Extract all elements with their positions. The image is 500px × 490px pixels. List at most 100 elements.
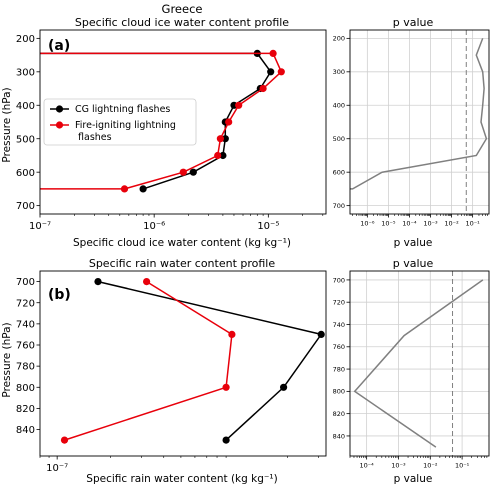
legend-fire-marker	[55, 121, 64, 129]
x-tick-label: 10⁻⁶	[143, 221, 165, 232]
x-tick-label: 10⁻⁶	[360, 220, 375, 228]
data-point	[94, 278, 102, 286]
data-point	[269, 49, 277, 58]
legend-cg-marker	[55, 105, 64, 113]
ice-profile-ylabel: Pressure (hPa)	[1, 87, 13, 162]
y-tick-label: 760	[333, 343, 345, 351]
data-point	[214, 151, 222, 160]
x-tick-label: 10⁻³	[391, 462, 406, 470]
figure-title: Greece	[162, 2, 203, 16]
data-point	[280, 383, 288, 391]
y-tick-label: 300	[16, 67, 35, 78]
rain-profile-plot: 10⁻⁷ 700 720 740 760 780 800 820 840	[16, 270, 327, 474]
y-tick-label: 740	[16, 319, 35, 330]
data-point	[222, 436, 230, 444]
rain-profile-xlabel: Specific rain water content (kg kg⁻¹)	[86, 473, 277, 485]
data-point	[139, 185, 147, 193]
y-tick-label: 400	[16, 101, 35, 112]
x-tick-label: 10⁻⁷	[29, 221, 51, 232]
ice-profile-xlabel: Specific cloud ice water content (kg kg⁻…	[73, 237, 291, 249]
series-line-0	[40, 52, 272, 190]
y-tick-label: 500	[16, 134, 35, 145]
x-tick-label: 10⁻¹	[455, 462, 470, 470]
axes-frame	[39, 29, 327, 215]
y-tick-label: 800	[16, 383, 35, 394]
data-point	[60, 436, 69, 444]
ice-profile-title: Specific cloud ice water content profile	[75, 16, 289, 29]
data-point	[216, 135, 224, 143]
y-tick-label: 200	[16, 34, 35, 45]
x-tick-label: 10⁻⁵	[257, 221, 279, 232]
y-tick-label: 700	[16, 201, 35, 212]
series-line-0	[350, 38, 488, 190]
series-line-0	[353, 279, 484, 448]
y-tick-label: 700	[333, 202, 345, 210]
data-point	[120, 185, 129, 193]
y-tick-label: 820	[16, 404, 35, 415]
x-tick-label: 10⁻⁴	[359, 462, 374, 470]
data-point	[228, 330, 236, 338]
rain-pvalue-panel: p value 10⁻⁴ 10⁻³ 10⁻² 10⁻¹ 700 720 740 760 780 8…	[333, 257, 490, 485]
data-point	[259, 84, 267, 93]
x-tick-label: 10⁻²	[423, 462, 438, 470]
y-tick-label: 720	[16, 298, 35, 309]
x-tick-label: 10⁻²	[444, 220, 459, 228]
rain-profile-ylabel: Pressure (hPa)	[1, 322, 13, 397]
rain-pvalue-title: p value	[393, 257, 434, 270]
legend-fire-label: Fire-igniting lightning flashes	[75, 120, 176, 143]
ice-profile-legend: CG lightning flashes Fire-igniting light…	[43, 98, 197, 146]
x-tick-label: 10⁻⁴	[402, 220, 417, 228]
axes-frame	[349, 29, 490, 215]
ice-profile-panel: Specific cloud ice water content profile…	[1, 16, 327, 249]
y-tick-label: 780	[333, 365, 345, 373]
data-point	[267, 68, 275, 76]
y-tick-label: 700	[333, 276, 345, 284]
y-tick-label: 740	[333, 321, 345, 329]
data-point	[225, 118, 233, 126]
y-tick-label: 700	[16, 277, 35, 288]
y-tick-label: 760	[16, 341, 35, 352]
data-point	[143, 278, 151, 286]
y-tick-label: 800	[333, 388, 345, 396]
x-tick-label: 10⁻⁷	[46, 463, 68, 474]
series-line-0	[97, 280, 323, 441]
rain-pvalue-plot: 10⁻⁴ 10⁻³ 10⁻² 10⁻¹ 700 720 740 760 780 800 820 840	[333, 270, 490, 470]
axes-frame	[349, 270, 490, 457]
legend-frame	[43, 98, 197, 146]
data-point	[189, 168, 197, 176]
series-line-1	[64, 280, 233, 441]
y-tick-label: 400	[333, 102, 345, 110]
y-tick-label: 600	[16, 168, 35, 179]
ice-pvalue-panel: p value 10⁻⁶ 10⁻⁵ 10⁻⁴ 10⁻³ 10⁻² 10⁻¹ 200 300 40…	[333, 16, 490, 249]
y-tick-label: 500	[333, 135, 345, 143]
y-tick-label: 780	[16, 362, 35, 373]
x-tick-label: 10⁻³	[423, 220, 438, 228]
data-point	[222, 383, 230, 391]
data-point	[235, 101, 243, 109]
y-tick-label: 820	[333, 410, 345, 418]
y-tick-label: 600	[333, 169, 345, 177]
x-tick-label: 10⁻¹	[465, 220, 480, 228]
legend-cg-label: CG lightning flashes	[75, 104, 170, 115]
y-tick-label: 200	[333, 35, 345, 43]
y-tick-label: 840	[333, 432, 345, 440]
data-point	[317, 330, 325, 338]
ice-pvalue-plot: 10⁻⁶ 10⁻⁵ 10⁻⁴ 10⁻³ 10⁻² 10⁻¹ 200 300 400 500 600 7…	[333, 29, 490, 228]
y-tick-label: 840	[16, 425, 35, 436]
ice-profile-plot: 10⁻⁷ 10⁻⁶ 10⁻⁵ 200 300 400 500 600 700	[16, 29, 327, 232]
rain-profile-panel: Specific rain water content profile 10⁻⁷…	[1, 257, 327, 485]
data-point	[277, 68, 285, 76]
data-point	[179, 168, 187, 176]
data-point	[219, 151, 227, 160]
rain-pvalue-xlabel: p value	[394, 473, 433, 485]
ice-pvalue-title: p value	[393, 16, 434, 29]
y-tick-label: 300	[333, 68, 345, 76]
ice-profile-panel-label: (a)	[48, 38, 70, 54]
axes-frame	[39, 270, 327, 457]
rain-profile-panel-label: (b)	[48, 287, 71, 303]
rain-profile-title: Specific rain water content profile	[89, 257, 276, 270]
x-tick-label: 10⁻⁵	[381, 220, 396, 228]
ice-pvalue-xlabel: p value	[394, 237, 433, 249]
y-tick-label: 720	[333, 299, 345, 307]
